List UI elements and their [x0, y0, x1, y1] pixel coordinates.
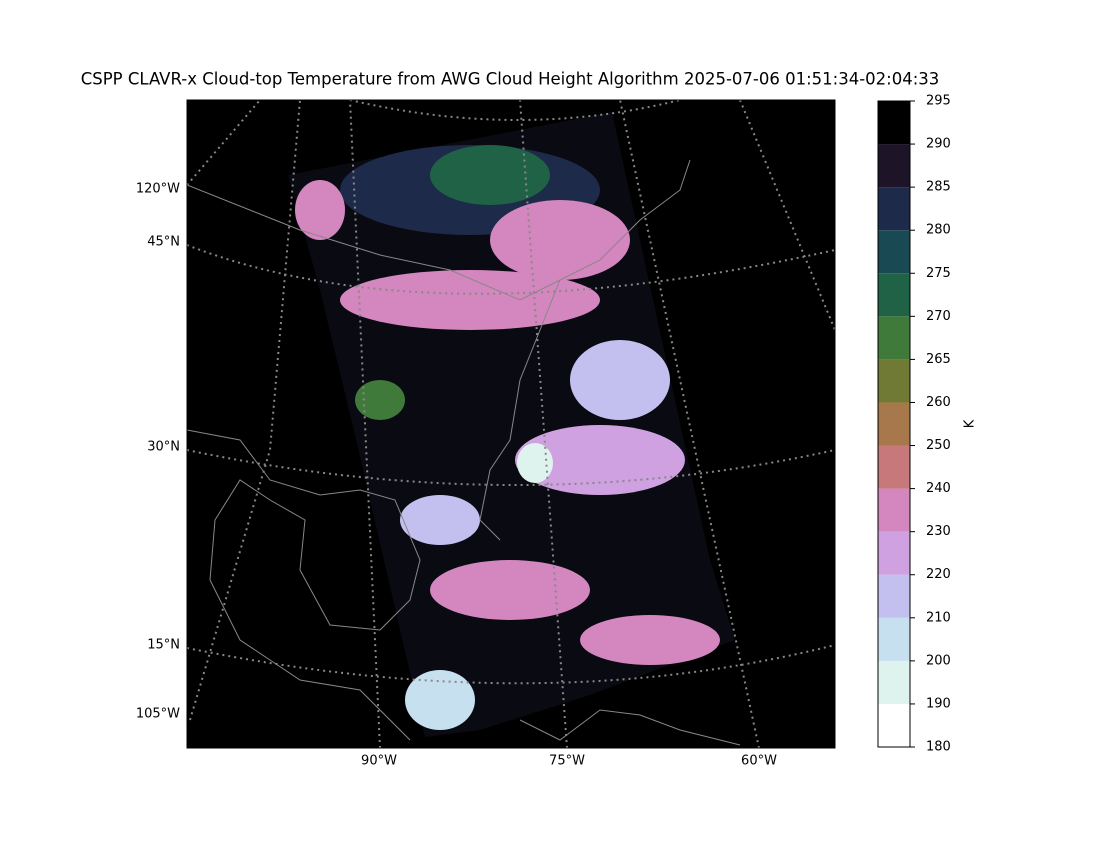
- colorbar-tick-label: 265: [926, 352, 951, 367]
- colorbar-segment: [878, 531, 910, 575]
- coastline: [187, 159, 691, 301]
- cloud: [515, 425, 685, 495]
- colorbar-segment: [878, 574, 910, 618]
- colorbar-tick-label: 230: [926, 524, 951, 539]
- colorbar: 180 190 200 210 220 230 240 250 260 265 270 275 280 2…: [877, 94, 951, 755]
- colorbar-tick-label: 270: [926, 309, 951, 324]
- swath-area: [288, 112, 735, 737]
- lat-lon-label: 120°W: [136, 182, 180, 197]
- cloud: [400, 495, 480, 545]
- cloud: [580, 615, 720, 665]
- lat-lon-label: 15°N: [147, 638, 180, 653]
- graticule-line: [187, 100, 261, 186]
- colorbar-tick-label: 285: [926, 180, 951, 195]
- colorbar-tick-label: 180: [926, 740, 951, 755]
- colorbar-frame: [877, 100, 911, 748]
- title: CSPP CLAVR-x Cloud-top Temperature from …: [81, 70, 940, 89]
- cloud: [405, 670, 475, 730]
- colorbar-segment: [878, 359, 910, 403]
- graticule-line: [519, 100, 568, 748]
- coastline: [479, 279, 561, 541]
- graticule-line: [187, 244, 835, 295]
- graticule: [187, 100, 835, 748]
- graticule-line: [349, 100, 381, 748]
- colorbar-segment: [878, 144, 910, 188]
- colorbar-tick-label: 210: [926, 610, 951, 625]
- colorbar-label: K: [963, 419, 978, 428]
- cloud: [517, 443, 553, 483]
- colorbar-tick-label: 220: [926, 567, 951, 582]
- colorbar-segment: [878, 230, 910, 274]
- colorbar-segment: [878, 488, 910, 532]
- colorbar-segment: [878, 187, 910, 231]
- colorbar-tick-label: 280: [926, 223, 951, 238]
- graticule-line: [619, 100, 760, 748]
- map: [186, 99, 836, 749]
- lon-label: 75°W: [549, 754, 585, 769]
- colorbar-segment: [878, 703, 910, 747]
- colorbar-segment: [878, 316, 910, 360]
- colorbar-tick-label: 250: [926, 438, 951, 453]
- cloud: [355, 380, 405, 420]
- lat-lon-label: 105°W: [136, 707, 180, 722]
- colorbar-tick-label: 290: [926, 137, 951, 152]
- lat-lon-label: 45°N: [147, 235, 180, 250]
- colorbar-segment: [878, 402, 910, 446]
- colorbar-tick-label: 240: [926, 481, 951, 496]
- coastlines: [187, 159, 741, 746]
- graticule-line: [187, 449, 835, 486]
- swath: [288, 112, 735, 737]
- colorbar-tick-label: 295: [926, 94, 951, 109]
- colorbar-tick-label: 200: [926, 653, 951, 668]
- cloud: [430, 560, 590, 620]
- map-frame: [186, 99, 836, 749]
- colorbar-tick-label: 275: [926, 266, 951, 281]
- lon-label: 90°W: [361, 754, 397, 769]
- coastline: [519, 709, 741, 746]
- colorbar-segment: [878, 660, 910, 704]
- cloud: [430, 145, 550, 205]
- coastline: [187, 429, 421, 741]
- colorbar-tick-label: 190: [926, 696, 951, 711]
- map-content: [187, 100, 835, 748]
- colorbar-segment: [878, 273, 910, 317]
- cloud: [295, 180, 345, 240]
- graticule-line: [349, 100, 681, 121]
- colorbar-segment: [878, 445, 910, 489]
- cloud: [490, 200, 630, 280]
- colorbar-tick-label: 260: [926, 395, 951, 410]
- lat-lon-label: 30°N: [147, 440, 180, 455]
- colorbar-segment: [878, 101, 910, 145]
- colorbar-segment: [878, 617, 910, 661]
- lon-label: 60°W: [741, 754, 777, 769]
- cloud: [570, 340, 670, 420]
- cloud: [340, 270, 600, 330]
